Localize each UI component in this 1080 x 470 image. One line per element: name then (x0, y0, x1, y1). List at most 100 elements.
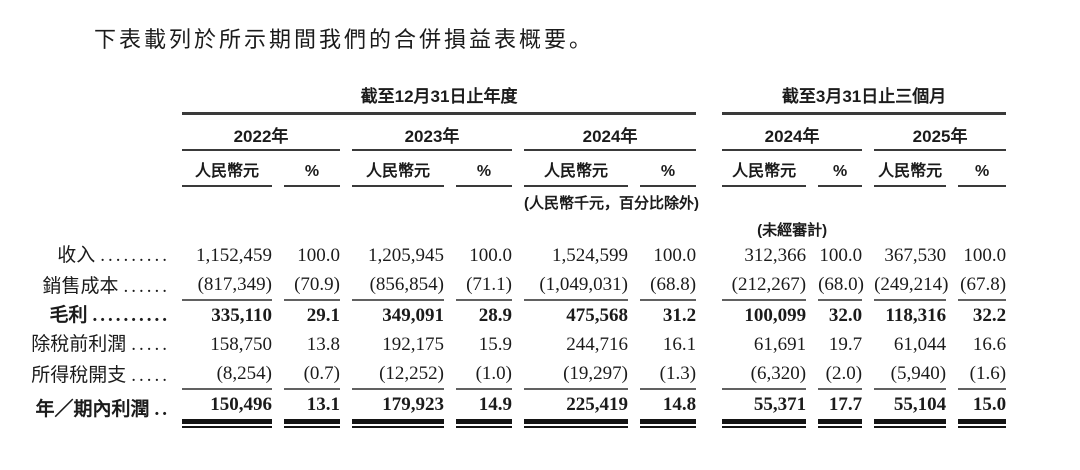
row-label: 收入......... (57, 245, 170, 266)
row-cost-of-sales: 銷售成本...... (817,349) (70.9) (856,854) (7… (18, 270, 1007, 301)
row-label: 除稅前利潤..... (31, 334, 170, 355)
value-cell: 475,568 (566, 305, 628, 326)
dot-leader: ..... (131, 334, 170, 355)
row-profit-for-period: 年／期內利潤.. 150,496 13.1 179,923 14.9 225,4… (18, 390, 1007, 428)
intro-paragraph: 下表載列於所示期間我們的合併損益表概要。 (94, 27, 595, 52)
value-cell: 244,716 (566, 334, 628, 355)
value-cell: 335,110 (211, 305, 272, 326)
row-revenue: 收入......... 1,152,459 100.0 1,205,945 10… (18, 241, 1006, 270)
row-label: 銷售成本...... (42, 276, 170, 297)
value-cell: 367,530 (884, 245, 947, 266)
row-label: 年／期內利潤.. (35, 399, 170, 420)
value-cell: 55,371 (722, 390, 807, 428)
dot-leader: .. (154, 399, 170, 420)
value-cell: 192,175 (382, 334, 444, 355)
value-cell: 1,524,599 (552, 245, 628, 266)
percent-header: % (958, 151, 1007, 187)
empty-cell (708, 187, 1006, 214)
value-cell: (1.6) (958, 359, 1007, 390)
value-cell: 100.0 (963, 245, 1007, 266)
value-cell: (249,214) (874, 270, 948, 301)
value-cell: 14.9 (456, 390, 512, 428)
value-cell: 16.1 (662, 334, 697, 355)
row-label: 毛利.......... (49, 305, 170, 326)
empty-cell (18, 80, 170, 115)
col-group-annual: 截至12月31日止年度 (182, 80, 697, 115)
empty-cell (18, 187, 512, 214)
value-cell: (67.8) (958, 270, 1007, 301)
document-page: 下表載列於所示期間我們的合併損益表概要。 截至12月31日止年度 截至3月31日… (6, 27, 1018, 428)
amount-header: 人民幣元 (182, 151, 272, 187)
percent-header: % (284, 151, 340, 187)
empty-cell (18, 115, 170, 151)
amount-header: 人民幣元 (722, 151, 807, 187)
value-cell: 15.9 (478, 334, 512, 355)
value-cell: (71.1) (456, 270, 512, 301)
value-cell: (1,049,031) (524, 270, 628, 301)
value-cell: 1,152,459 (196, 245, 272, 266)
spacer-cell (708, 151, 710, 187)
unaudited-note: (未經審計) (757, 222, 828, 239)
value-cell: 150,496 (182, 390, 272, 428)
value-cell: 31.2 (662, 305, 697, 326)
column-group-row: 截至12月31日止年度 截至3月31日止三個月 (18, 80, 1007, 115)
value-cell: (19,297) (524, 359, 628, 390)
row-gross-profit: 毛利.......... 335,110 29.1 349,091 28.9 4… (18, 301, 1006, 330)
year-header-q2024: 2024年 (722, 115, 863, 151)
empty-cell (18, 214, 710, 241)
subheader-row: 人民幣元 % 人民幣元 % 人民幣元 % 人民幣元 % 人民幣元 % (18, 151, 1007, 187)
units-note-row: (人民幣千元，百分比除外) (18, 187, 1006, 214)
value-cell: 17.7 (818, 390, 863, 428)
year-header-2024: 2024年 (524, 115, 697, 151)
value-cell: (817,349) (182, 270, 272, 301)
row-label: 所得稅開支..... (31, 365, 170, 386)
value-cell: (70.9) (284, 270, 340, 301)
value-cell: 158,750 (210, 334, 272, 355)
value-cell: (856,854) (352, 270, 444, 301)
value-cell: 13.8 (306, 334, 340, 355)
value-cell: (2.0) (818, 359, 863, 390)
value-cell: 32.0 (828, 305, 863, 326)
col-group-quarterly: 截至3月31日止三個月 (722, 80, 1007, 115)
unaudited-note-row: (未經審計) (18, 214, 1006, 241)
value-cell: 100.0 (297, 245, 340, 266)
spacer-cell (708, 359, 710, 390)
value-cell: (12,252) (352, 359, 444, 390)
dot-leader: ..... (131, 365, 170, 386)
row-income-tax-expense: 所得稅開支..... (8,254) (0.7) (12,252) (1.0) … (18, 359, 1007, 390)
percent-header: % (456, 151, 512, 187)
value-cell: 55,104 (874, 390, 947, 428)
year-header-q2025: 2025年 (874, 115, 1007, 151)
value-cell: 118,316 (885, 305, 947, 326)
empty-cell (18, 151, 170, 187)
value-cell: 100,099 (744, 305, 807, 326)
value-cell: (1.3) (640, 359, 697, 390)
spacer-cell (708, 390, 710, 424)
value-cell: 1,205,945 (368, 245, 444, 266)
value-cell: 19.7 (828, 334, 863, 355)
value-cell: 13.1 (284, 390, 340, 428)
value-cell: 15.0 (958, 390, 1007, 428)
table-header: 截至12月31日止年度 截至3月31日止三個月 2022年 2023年 2024… (18, 80, 1007, 241)
spacer-cell (708, 241, 710, 270)
year-header-2023: 2023年 (352, 115, 512, 151)
value-cell: 61,044 (893, 334, 947, 355)
empty-cell (874, 214, 1006, 241)
spacer-cell (708, 301, 710, 330)
value-cell: (0.7) (284, 359, 340, 390)
value-cell: 312,366 (744, 245, 807, 266)
value-cell: 16.6 (972, 334, 1007, 355)
income-statement-table: 截至12月31日止年度 截至3月31日止三個月 2022年 2023年 2024… (6, 80, 1018, 428)
dot-leader: ...... (123, 276, 170, 297)
value-cell: 28.9 (478, 305, 512, 326)
value-cell: 179,923 (352, 390, 444, 428)
value-cell: 349,091 (382, 305, 444, 326)
percent-header: % (640, 151, 697, 187)
value-cell: (212,267) (722, 270, 807, 301)
table-body: 收入......... 1,152,459 100.0 1,205,945 10… (18, 241, 1007, 428)
year-header-2022: 2022年 (182, 115, 340, 151)
spacer-cell (708, 115, 710, 151)
row-profit-before-tax: 除稅前利潤..... 158,750 13.8 192,175 15.9 244… (18, 330, 1006, 359)
value-cell: (1.0) (456, 359, 512, 390)
value-cell: 61,691 (753, 334, 807, 355)
